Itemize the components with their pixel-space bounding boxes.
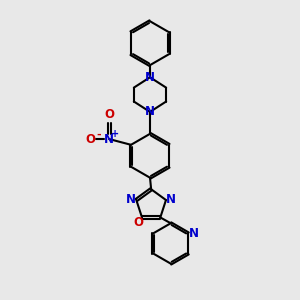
Text: N: N [188,227,198,240]
Text: N: N [126,193,136,206]
Text: N: N [104,133,114,146]
Text: N: N [145,105,155,119]
Text: -: - [96,129,101,140]
Text: O: O [104,108,114,121]
Text: N: N [145,71,155,84]
Text: +: + [111,129,119,140]
Text: O: O [85,133,96,146]
Text: N: N [166,193,176,206]
Text: O: O [134,216,143,229]
